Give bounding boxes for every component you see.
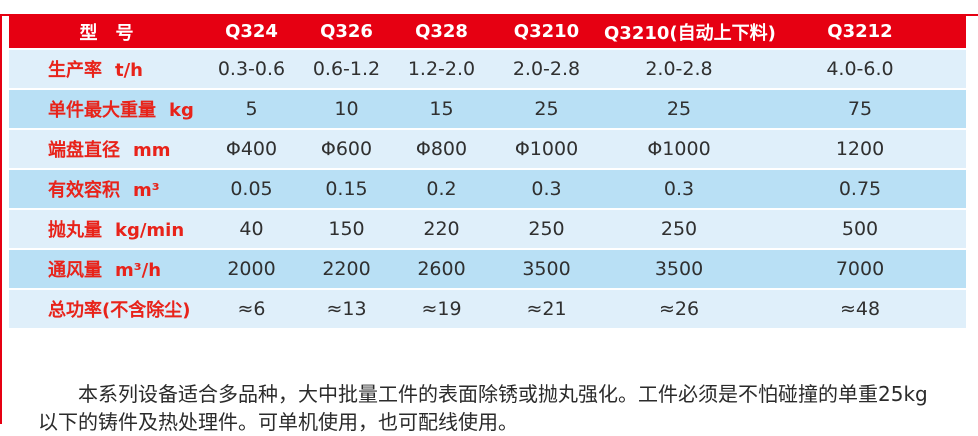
row-label-text: 生产率 — [48, 60, 102, 81]
header-model-q324: Q324 — [225, 21, 278, 42]
table-cell: 4.0-6.0 — [826, 58, 894, 80]
table-cell: Φ1000 — [647, 138, 711, 160]
table-cell: 25 — [666, 98, 692, 120]
row-label-text: 有效容积 — [48, 180, 120, 201]
row-label-text: 通风量 — [48, 260, 102, 281]
table-cell: Φ1000 — [514, 138, 579, 160]
row-label-text: 端盘直径 — [48, 140, 120, 161]
table-cell: ≈13 — [326, 298, 367, 320]
spec-table: 型 号 Q324 Q326 Q328 Q3210 Q3210(自动上下料) Q3… — [9, 15, 966, 330]
table-row-effective-volume: 有效容积 m³ 0.05 0.15 0.2 0.3 0.3 0.75 — [9, 170, 966, 208]
table-cell: ≈19 — [421, 298, 462, 320]
row-label: 抛丸量 kg/min — [9, 216, 204, 242]
table-cell: 250 — [660, 218, 698, 240]
row-label: 通风量 m³/h — [9, 256, 204, 282]
table-cell: 150 — [328, 218, 365, 240]
table-row-ventilation: 通风量 m³/h 2000 2200 2600 3500 3500 7000 — [9, 250, 966, 288]
row-label: 有效容积 m³ — [9, 176, 204, 202]
table-cell: Φ400 — [225, 138, 278, 160]
table-cell: 220 — [423, 218, 460, 240]
row-label-text: 抛丸量 — [48, 220, 102, 241]
table-cell: Φ600 — [320, 138, 373, 160]
table-cell: 2.0-2.8 — [645, 58, 713, 80]
row-label: 单件最大重量 kg — [9, 96, 204, 122]
table-cell: 0.3 — [663, 178, 695, 200]
table-cell: 40 — [239, 218, 264, 240]
table-cell: Φ800 — [415, 138, 468, 160]
table-cell: 0.2 — [426, 178, 457, 200]
table-cell: 250 — [528, 218, 565, 240]
table-cell: 25 — [534, 98, 559, 120]
row-unit: m³/h — [115, 260, 162, 281]
header-model-q3210: Q3210 — [513, 21, 580, 42]
table-cell: ≈6 — [237, 298, 266, 320]
row-label: 端盘直径 mm — [9, 136, 204, 162]
header-model-q326: Q326 — [320, 21, 373, 42]
row-unit: mm — [133, 140, 171, 161]
table-row-production-rate: 生产率 t/h 0.3-0.6 0.6-1.2 1.2-2.0 2.0-2.8 2… — [9, 50, 966, 88]
table-cell: 2600 — [417, 258, 466, 280]
table-cell: 1.2-2.0 — [407, 58, 476, 80]
row-unit: kg — [169, 100, 194, 121]
row-unit: t/h — [115, 60, 143, 81]
table-cell: 0.05 — [230, 178, 273, 200]
table-row-max-piece-weight: 单件最大重量 kg 5 10 15 25 25 75 — [9, 90, 966, 128]
table-row-disc-diameter: 端盘直径 mm Φ400 Φ600 Φ800 Φ1000 Φ1000 1200 — [9, 130, 966, 168]
table-cell: 7000 — [835, 258, 885, 280]
table-cell: 2200 — [322, 258, 371, 280]
row-label-text: 单件最大重量 — [48, 100, 156, 121]
table-cell: 0.3 — [531, 178, 562, 200]
table-cell: 3500 — [522, 258, 571, 280]
table-cell: 3500 — [654, 258, 704, 280]
table-cell: 75 — [847, 98, 873, 120]
header-model-label: 型 号 — [79, 22, 134, 44]
row-unit: m³ — [133, 180, 160, 201]
row-label: 总功率(不含除尘) — [9, 296, 204, 322]
table-cell: 500 — [841, 218, 879, 240]
header-model-q328: Q328 — [415, 21, 468, 42]
table-cell: 2.0-2.8 — [512, 58, 581, 80]
header-model-q3210-auto: Q3210(自动上下料) — [604, 22, 776, 44]
table-row-total-power: 总功率(不含除尘) ≈6 ≈13 ≈19 ≈21 ≈26 ≈48 — [9, 290, 966, 328]
table-cell: 0.6-1.2 — [312, 58, 381, 80]
table-cell: 0.3-0.6 — [217, 58, 286, 80]
table-cell: ≈26 — [658, 298, 700, 320]
table-header-row: 型 号 Q324 Q326 Q328 Q3210 Q3210(自动上下料) Q3… — [9, 15, 966, 48]
row-unit: kg/min — [115, 220, 185, 241]
table-cell: 10 — [334, 98, 359, 120]
table-cell: ≈21 — [526, 298, 567, 320]
description-paragraph: 本系列设备适合多品种，大中批量工件的表面除锈或抛丸强化。工件必须是不怕碰撞的单重… — [38, 382, 928, 434]
table-cell: 5 — [245, 98, 258, 120]
table-cell: 0.15 — [325, 178, 368, 200]
table-row-shot-flow: 抛丸量 kg/min 40 150 220 250 250 500 — [9, 210, 966, 248]
row-label: 生产率 t/h — [9, 56, 204, 82]
table-cell: ≈48 — [839, 298, 881, 320]
header-model-q3212: Q3212 — [827, 21, 893, 42]
table-cell: 0.75 — [838, 178, 882, 200]
table-cell: 1200 — [835, 138, 885, 160]
row-label-text: 总功率(不含除尘) — [48, 300, 191, 321]
table-cell: 2000 — [227, 258, 276, 280]
accent-line-left — [0, 14, 2, 424]
table-cell: 15 — [429, 98, 454, 120]
